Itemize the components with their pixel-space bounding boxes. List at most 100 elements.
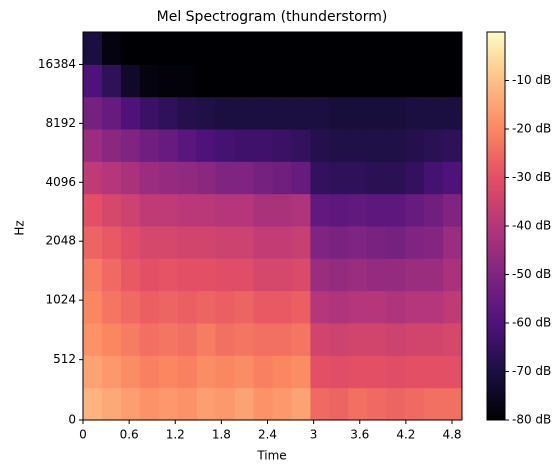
heatmap-cell xyxy=(101,96,122,130)
heatmap-cell xyxy=(348,96,368,130)
x-axis-label: Time xyxy=(256,449,286,463)
heatmap-cell xyxy=(177,387,198,421)
heatmap-cell xyxy=(367,258,387,292)
heatmap-cell xyxy=(83,355,103,389)
heatmap-cell xyxy=(196,64,217,98)
x-tick-label: 3 xyxy=(310,428,318,442)
heatmap-cell xyxy=(367,193,387,227)
heatmap-cell xyxy=(310,193,330,227)
heatmap-cell xyxy=(291,387,311,421)
heatmap-cell xyxy=(310,32,330,65)
heatmap-cell xyxy=(139,64,160,98)
x-tick-label: 3.6 xyxy=(350,428,369,442)
heatmap-cell xyxy=(215,226,236,259)
y-tick-label: 16384 xyxy=(38,57,76,71)
heatmap-cell xyxy=(329,32,349,65)
heatmap-cell xyxy=(177,323,198,356)
heatmap-cell xyxy=(234,193,255,227)
heatmap-cell xyxy=(139,355,160,389)
heatmap-cell xyxy=(253,258,273,292)
colorbar-tick-label: -70 dB xyxy=(512,364,551,378)
heatmap-cell xyxy=(234,355,255,389)
heatmap-cell xyxy=(348,355,368,389)
colorbar-tick-label: -10 dB xyxy=(512,73,551,87)
heatmap-cell xyxy=(196,129,217,162)
heatmap-cell xyxy=(310,323,330,356)
heatmap-cell xyxy=(348,32,368,65)
heatmap-cell xyxy=(234,129,255,162)
colorbar-tick-label: -80 dB xyxy=(512,413,551,427)
heatmap-cell xyxy=(424,258,444,292)
heatmap-cell xyxy=(291,96,311,130)
heatmap-cell xyxy=(272,193,292,227)
heatmap-cell xyxy=(83,387,103,421)
heatmap-cell xyxy=(272,129,292,162)
heatmap-cell xyxy=(329,323,349,356)
heatmap-cell xyxy=(310,226,330,259)
heatmap-cell xyxy=(158,290,179,324)
y-tick-label: 2048 xyxy=(45,234,76,248)
heatmap-cell xyxy=(272,32,292,65)
heatmap-cell xyxy=(215,258,236,292)
y-axis-label: Hz xyxy=(13,220,27,235)
heatmap-cell xyxy=(83,323,103,356)
y-tick-label: 512 xyxy=(53,352,76,366)
plot-frame xyxy=(82,31,463,421)
heatmap-cell xyxy=(215,323,236,356)
heatmap-cell xyxy=(272,387,292,421)
heatmap-cell xyxy=(139,226,160,259)
heatmap-cell xyxy=(405,129,425,162)
heatmap-cell xyxy=(367,96,387,130)
heatmap-cell xyxy=(443,193,463,227)
heatmap-cell xyxy=(443,32,463,65)
heatmap-cell xyxy=(196,161,217,195)
heatmap-cell xyxy=(215,290,236,324)
heatmap-cell xyxy=(310,64,330,98)
heatmap-cell xyxy=(405,290,425,324)
heatmap-cell xyxy=(215,129,236,162)
heatmap-cell xyxy=(443,161,463,195)
heatmap-cell xyxy=(424,64,444,98)
heatmap-cell xyxy=(120,258,141,292)
heatmap-cell xyxy=(348,323,368,356)
heatmap-cell xyxy=(83,290,103,324)
heatmap-cell xyxy=(329,129,349,162)
heatmap-cell xyxy=(196,258,217,292)
heatmap-cell xyxy=(367,387,387,421)
heatmap-cell xyxy=(101,129,122,162)
heatmap-cell xyxy=(405,161,425,195)
heatmap-cell xyxy=(101,387,122,421)
heatmap-cell xyxy=(443,226,463,259)
heatmap-cell xyxy=(405,323,425,356)
heatmap-cell xyxy=(386,387,406,421)
heatmap-cell xyxy=(120,129,141,162)
heatmap-cell xyxy=(196,387,217,421)
heatmap-cell xyxy=(215,387,236,421)
heatmap-cell xyxy=(348,226,368,259)
heatmap-cell xyxy=(120,32,141,65)
y-tick-label: 0 xyxy=(68,413,76,427)
heatmap-cell xyxy=(120,290,141,324)
x-tick-label: 4.8 xyxy=(442,428,461,442)
heatmap-cell xyxy=(120,96,141,130)
heatmap-cell xyxy=(424,96,444,130)
heatmap-cell xyxy=(101,323,122,356)
heatmap-cell xyxy=(310,290,330,324)
heatmap-cell xyxy=(310,96,330,130)
heatmap-cell xyxy=(367,32,387,65)
heatmap-cell xyxy=(101,226,122,259)
heatmap-cell xyxy=(83,129,103,162)
x-tick-label: 4.2 xyxy=(396,428,415,442)
heatmap-cell xyxy=(196,323,217,356)
heatmap-cell xyxy=(348,387,368,421)
heatmap-cell xyxy=(367,64,387,98)
heatmap-cell xyxy=(234,387,255,421)
heatmap-cell xyxy=(215,355,236,389)
heatmap-cell xyxy=(158,32,179,65)
x-tick-label: 2.4 xyxy=(258,428,277,442)
heatmap-cell xyxy=(348,129,368,162)
heatmap-cell xyxy=(386,32,406,65)
heatmap-cell xyxy=(291,258,311,292)
heatmap-cell xyxy=(101,193,122,227)
